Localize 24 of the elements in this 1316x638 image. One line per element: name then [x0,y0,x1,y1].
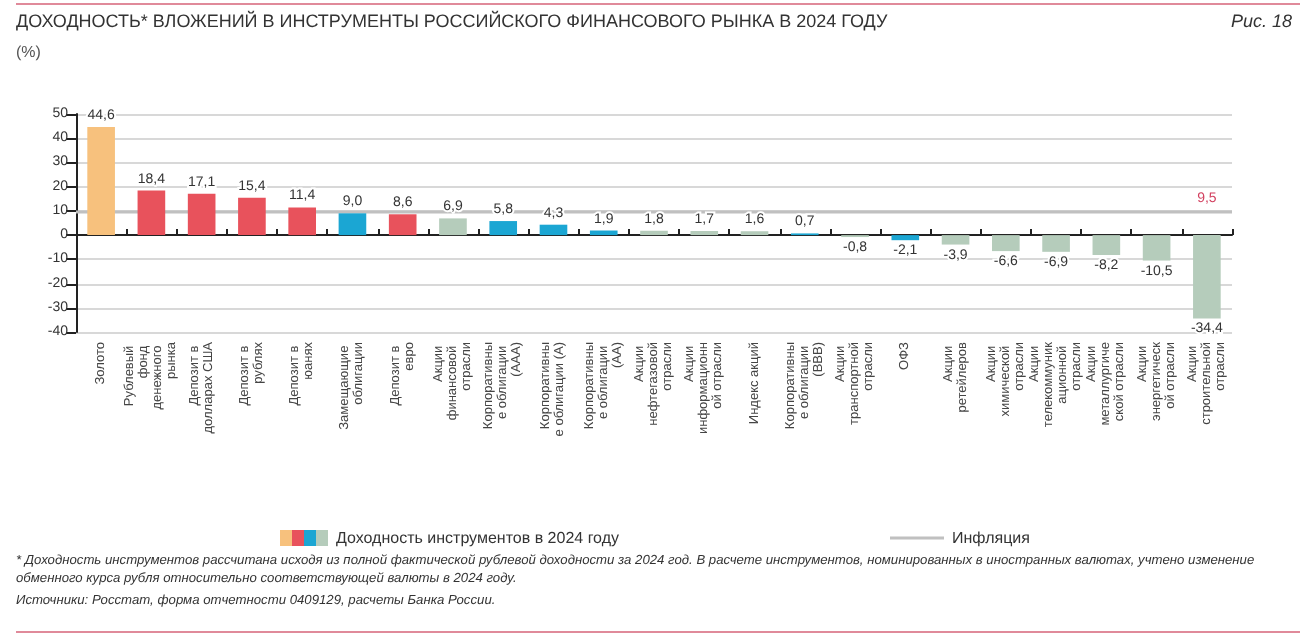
bar [238,197,266,236]
chart-subtitle: Рис. 18 [1230,11,1293,31]
bar [690,230,719,236]
bar [891,235,920,241]
bar [1193,235,1221,319]
chart-title: ДОХОДНОСТЬ* ВЛОЖЕНИЙ В ИНСТРУМЕНТЫ РОССИЙСКОГО ФИНАНСОВОГО РЫНКА В 2024 ГОДУ [16,9,888,31]
bar [87,127,115,236]
bar [1042,235,1070,252]
bar [1092,235,1121,255]
y-axis-title: (%) [16,43,42,61]
bar [288,207,316,236]
bar [640,230,668,236]
bar [941,235,970,245]
bar [992,235,1020,252]
legend-label: Доходность инструментов в 2024 году [336,529,619,547]
bar [338,213,367,236]
legend-label: Инфляция [952,529,1030,547]
bar [187,193,216,236]
bar [137,190,166,236]
bar [439,218,467,236]
bar [1142,235,1171,261]
bar [489,221,518,236]
bar [539,224,568,236]
bar [388,214,417,236]
